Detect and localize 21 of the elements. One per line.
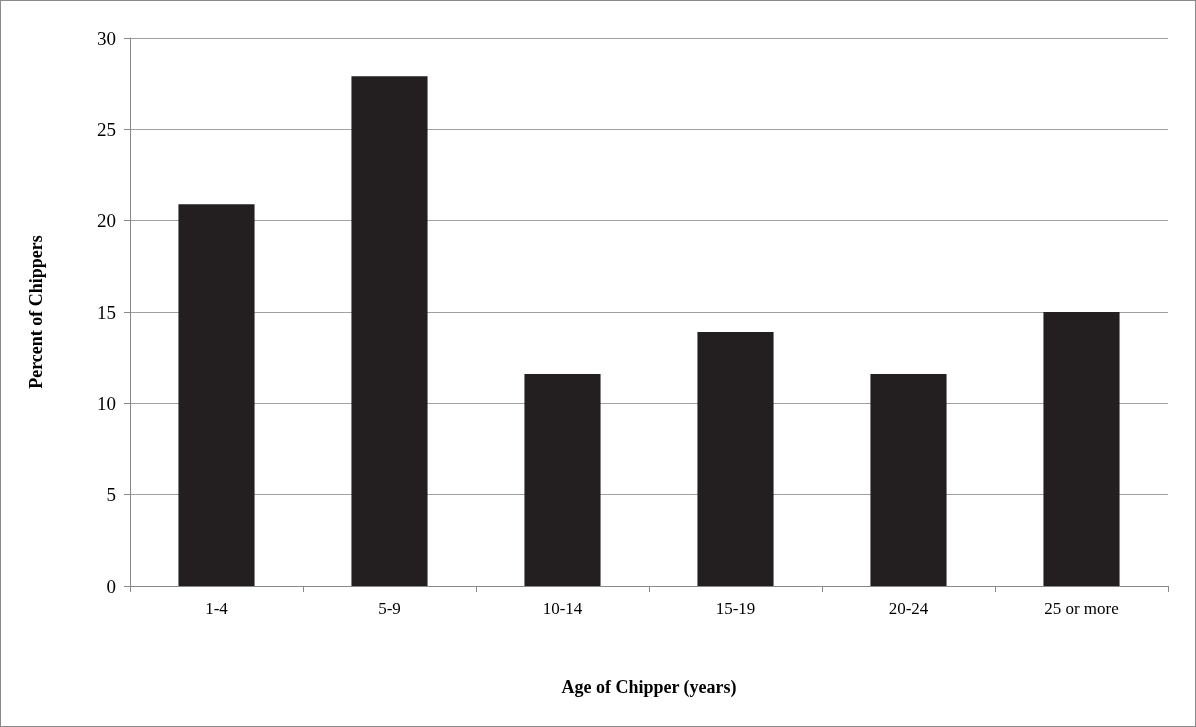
y-axis-title: Percent of Chippers <box>26 235 46 389</box>
bar <box>351 76 428 586</box>
bar <box>524 374 601 586</box>
y-tick-label: 20 <box>97 210 116 232</box>
x-tick-label: 5-9 <box>378 599 401 618</box>
bar <box>178 204 255 586</box>
x-tick-label: 15-19 <box>715 599 756 618</box>
y-tick-label: 10 <box>97 392 116 414</box>
bar <box>870 374 947 586</box>
x-tick-label: 1-4 <box>205 599 229 618</box>
y-tick-label: 0 <box>106 575 116 597</box>
bar <box>697 332 774 586</box>
bar <box>1043 312 1120 586</box>
x-axis-title: Age of Chipper (years) <box>561 677 737 698</box>
y-tick-label: 5 <box>106 484 116 506</box>
x-tick-label: 10-14 <box>542 599 583 618</box>
y-tick-label: 30 <box>97 27 116 49</box>
x-tick-label: 20-24 <box>888 599 929 618</box>
y-tick-label: 25 <box>97 118 116 140</box>
x-tick-label: 25 or more <box>1044 599 1119 618</box>
y-tick-label: 15 <box>97 301 116 323</box>
